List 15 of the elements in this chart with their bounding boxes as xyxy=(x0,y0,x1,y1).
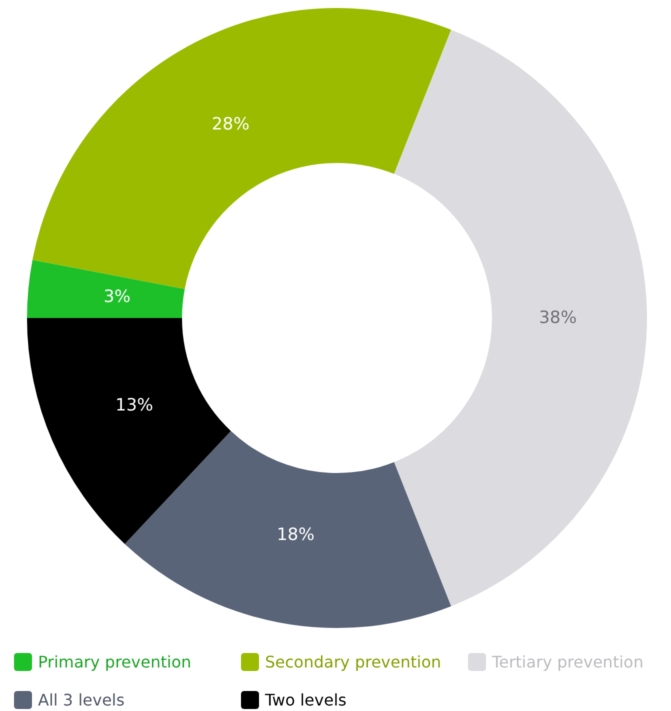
data-label: 3% xyxy=(104,287,131,308)
data-label: 13% xyxy=(115,396,154,416)
legend-label: All 3 levels xyxy=(38,690,125,710)
donut-slice xyxy=(124,430,452,628)
donut-slice xyxy=(27,260,185,318)
data-label: 28% xyxy=(212,114,250,134)
donut-slice xyxy=(27,318,231,544)
legend-label: Tertiary prevention xyxy=(491,652,644,672)
donut-slice xyxy=(394,30,646,606)
data-label: 38% xyxy=(538,308,577,328)
donut-slice xyxy=(32,8,452,289)
data-label: 18% xyxy=(276,524,315,545)
legend-label: Primary prevention xyxy=(38,652,192,672)
legend-label: Secondary prevention xyxy=(265,652,442,672)
legend-label: Two levels xyxy=(264,690,346,710)
